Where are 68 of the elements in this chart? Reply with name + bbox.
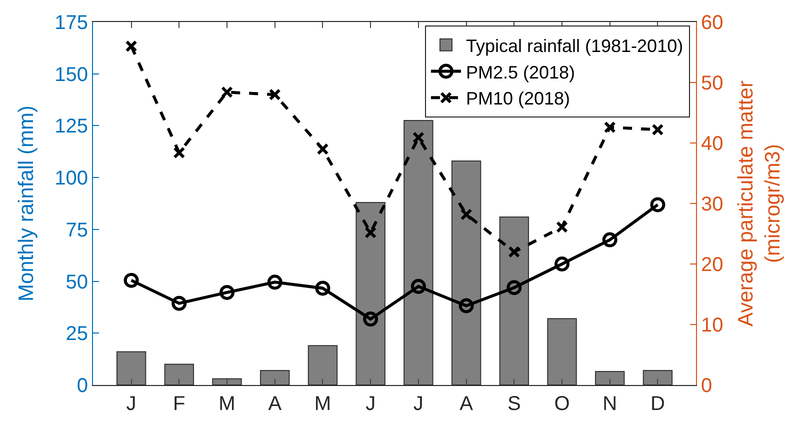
point [650,197,666,212]
legend-label: PM2.5 (2018) [466,62,576,82]
y-tick-label: 125 [54,116,88,138]
bar [116,351,146,385]
point [364,226,377,239]
x-tick-label: J [126,393,136,415]
bar [308,345,338,385]
point [458,298,474,314]
point [124,272,139,288]
point [268,88,281,101]
point [652,124,664,136]
y-tick-label: 175 [54,12,88,34]
bar [212,378,242,385]
bar [164,364,194,385]
point [506,280,522,296]
point [125,40,138,52]
x-tick-label: A [460,393,474,415]
y-tick-label: 25 [66,323,88,346]
y2-tick-label: 60 [701,12,724,34]
bar [260,370,290,385]
x-tick-label: D [650,393,665,415]
point [602,232,618,248]
point [267,274,282,290]
point [173,146,186,159]
x-tick-label: A [268,393,282,415]
y2-axis-title: Average particulate matter (microgr/m3) [734,80,785,326]
bar [499,216,529,385]
bar [451,160,482,385]
legend-label: Typical rainfall (1981-2010) [466,36,684,56]
y2-tick-label: 10 [701,314,724,336]
point [460,208,472,220]
point [604,121,616,134]
x-tick-label: J [413,393,424,415]
y-tick-label: 150 [54,64,88,86]
point [316,143,329,156]
y-tick-label: 75 [66,219,88,242]
x-tick-label: M [314,393,332,415]
y2-tick-label: 50 [701,72,724,94]
point [412,132,424,144]
point [315,280,330,296]
point [172,296,187,311]
bar [404,120,434,385]
y2-tick-label: 20 [701,254,724,276]
x-tick-label: N [602,393,618,415]
y2-tick-label: 30 [701,194,724,216]
x-tick-label: M [218,393,236,415]
y-tick-label: 0 [76,375,88,397]
point [363,312,378,327]
y-axis-title: Monthly rainfall (mm) [14,105,38,302]
x-tick-label: F [173,393,186,415]
bar [356,202,386,385]
y-tick-label: 100 [54,168,88,190]
bar [595,371,625,385]
y2-tick-label: 0 [701,375,712,397]
bar [547,318,577,385]
x-tick-label: J [366,393,376,415]
point [508,246,520,258]
y-tick-label: 50 [66,271,88,294]
point [554,256,570,272]
x-tick-label: S [507,393,521,415]
point [410,278,426,294]
bar [642,370,673,385]
x-tick-label: O [554,393,570,415]
y2-tick-label: 40 [701,133,724,155]
point [220,284,234,300]
legend-label: PM10 (2018) [466,88,570,109]
point [556,221,568,234]
point [221,86,233,98]
